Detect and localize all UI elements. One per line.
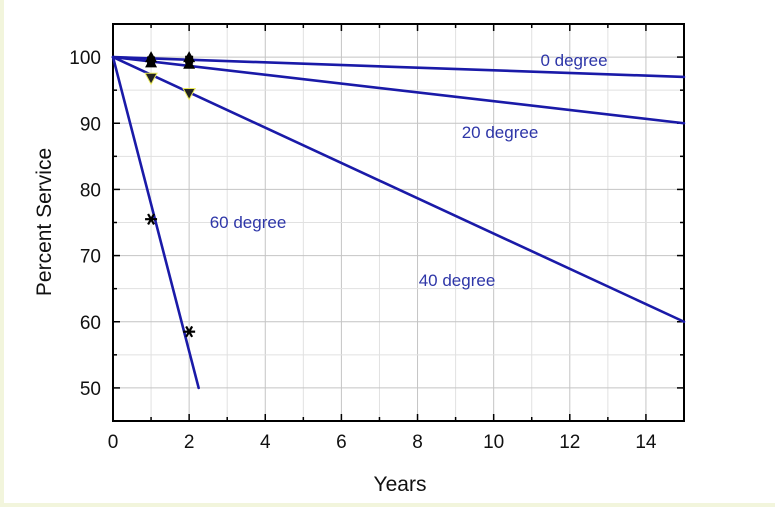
y-tick-label: 70 [80, 247, 101, 268]
x-axis-title: Years [374, 473, 427, 496]
data-point [185, 55, 194, 64]
series-label-0-degree: 0 degree [540, 51, 607, 70]
series-line-2 [111, 55, 686, 324]
y-tick-label: 100 [69, 48, 101, 69]
series-line-0 [111, 55, 686, 79]
x-tick-labels: 0 2 4 6 8 10 12 14 [108, 432, 657, 453]
y-axis-title: Percent Service [33, 148, 56, 296]
y-tick-label: 60 [80, 313, 101, 334]
data-point [183, 325, 196, 338]
data-markers [144, 51, 196, 338]
data-point [147, 56, 156, 65]
series-label-60-degree: 60 degree [210, 213, 287, 232]
series-lines [111, 55, 686, 390]
x-tick-label: 2 [184, 432, 195, 453]
series-line-1 [111, 55, 686, 125]
y-tick-label: 90 [80, 114, 101, 135]
series-label-20-degree: 20 degree [462, 123, 539, 142]
x-tick-label: 10 [483, 432, 504, 453]
x-tick-label: 0 [108, 432, 119, 453]
x-tick-label: 6 [336, 432, 347, 453]
series-label-40-degree: 40 degree [419, 271, 496, 290]
series-line-3 [111, 55, 200, 390]
x-tick-label: 14 [635, 432, 657, 453]
image-border-left [0, 0, 4, 507]
x-tick-label: 8 [412, 432, 423, 453]
image-border-bottom [0, 503, 775, 507]
y-tick-label: 50 [80, 379, 101, 400]
y-tick-labels: 50 60 70 80 90 100 [69, 48, 101, 400]
x-tick-label: 4 [260, 432, 271, 453]
data-point [144, 72, 158, 86]
grid-lines [113, 24, 684, 421]
y-tick-label: 80 [80, 180, 101, 201]
data-point [182, 87, 196, 101]
data-point [145, 213, 158, 225]
x-tick-label: 12 [559, 432, 580, 453]
